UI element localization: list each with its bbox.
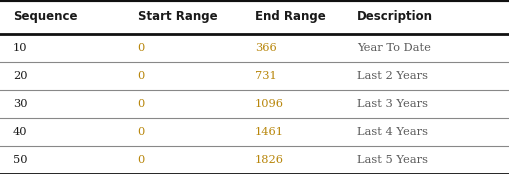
Text: 0: 0 — [137, 127, 145, 137]
Text: 1096: 1096 — [254, 99, 284, 109]
Text: Year To Date: Year To Date — [356, 43, 430, 53]
Text: Last 3 Years: Last 3 Years — [356, 99, 427, 109]
Text: 0: 0 — [137, 43, 145, 53]
Text: Last 4 Years: Last 4 Years — [356, 127, 427, 137]
Text: 50: 50 — [13, 155, 27, 165]
Text: 366: 366 — [254, 43, 276, 53]
Text: Last 5 Years: Last 5 Years — [356, 155, 427, 165]
Text: 30: 30 — [13, 99, 27, 109]
Text: 731: 731 — [254, 71, 276, 81]
Text: 0: 0 — [137, 155, 145, 165]
Text: Sequence: Sequence — [13, 10, 77, 23]
Text: 10: 10 — [13, 43, 27, 53]
Text: Start Range: Start Range — [137, 10, 217, 23]
Text: Last 2 Years: Last 2 Years — [356, 71, 427, 81]
Text: 0: 0 — [137, 71, 145, 81]
Text: 1826: 1826 — [254, 155, 284, 165]
Text: 0: 0 — [137, 99, 145, 109]
Text: Description: Description — [356, 10, 432, 23]
Text: 20: 20 — [13, 71, 27, 81]
Text: 1461: 1461 — [254, 127, 284, 137]
Text: 40: 40 — [13, 127, 27, 137]
Text: End Range: End Range — [254, 10, 325, 23]
